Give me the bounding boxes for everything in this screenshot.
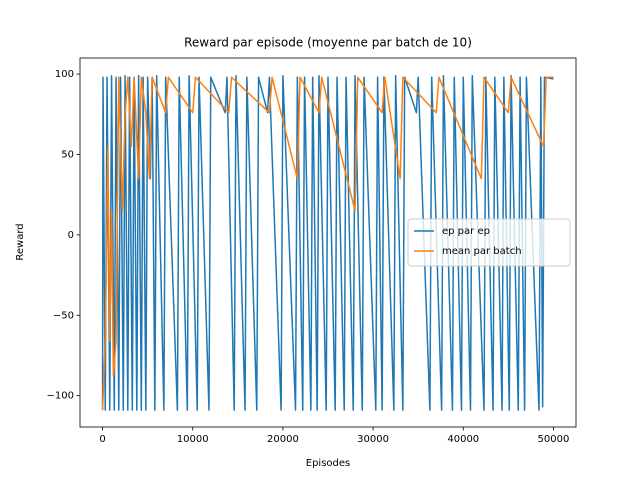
x-tick-label: 10000	[177, 434, 209, 445]
series-line	[101, 74, 554, 411]
x-tick-label: 40000	[447, 434, 479, 445]
x-tick-label: 0	[99, 434, 105, 445]
y-tick-label: −50	[53, 310, 74, 321]
y-tick-label: 0	[68, 230, 74, 241]
axes-frame	[79, 57, 577, 428]
y-tick-label: −100	[47, 391, 74, 402]
x-tick-label: 30000	[357, 434, 389, 445]
x-tick-label: 20000	[267, 434, 299, 445]
chart-title: Reward par episode (moyenne par batch de…	[184, 36, 472, 50]
x-tick-label: 50000	[538, 434, 570, 445]
series-line	[101, 76, 554, 411]
x-axis-label: Episodes	[306, 458, 350, 469]
legend-label: ep par ep	[442, 226, 490, 237]
y-tick-label: 100	[55, 69, 74, 80]
y-tick-label: 50	[61, 149, 74, 160]
legend-label: mean par batch	[442, 246, 522, 257]
legend-box	[407, 218, 571, 267]
y-axis-label: Reward	[15, 223, 26, 260]
